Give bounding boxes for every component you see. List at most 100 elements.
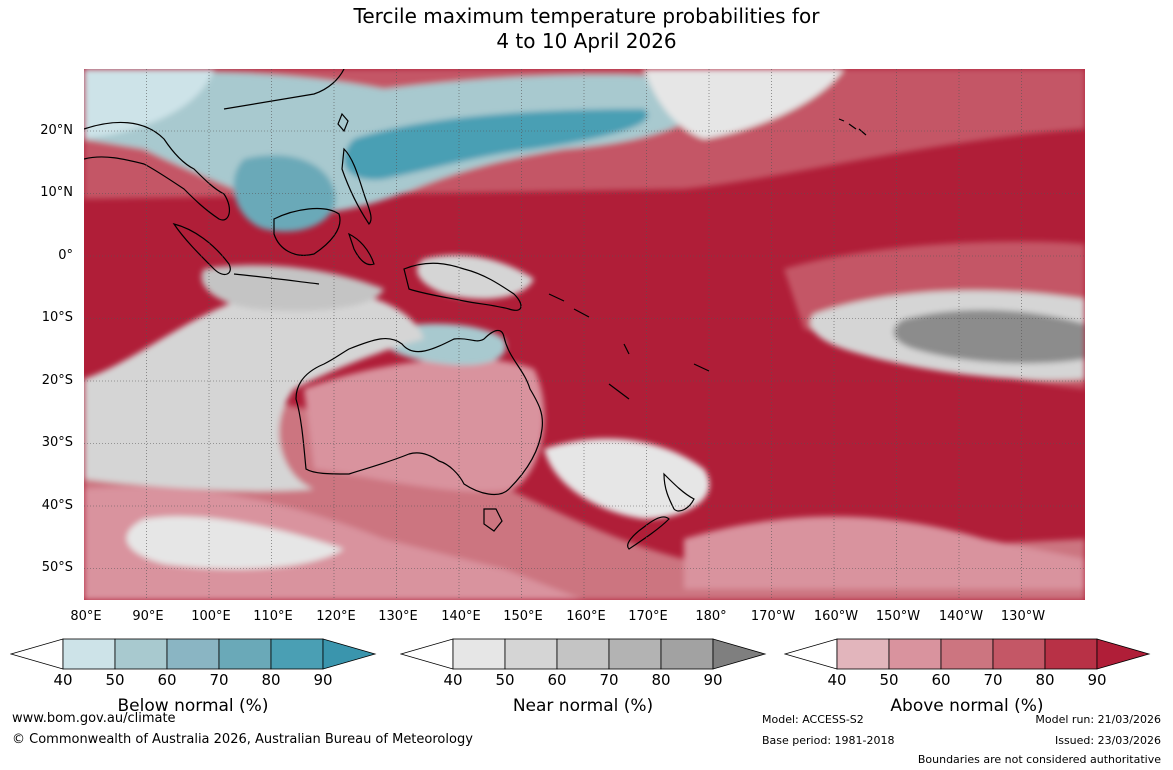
lat-label-50s: 50°S (41, 560, 73, 575)
colorbar-segment (992, 638, 1046, 670)
colorbar-near-normal (400, 638, 767, 670)
colorbar-segment (504, 638, 558, 670)
lon-label: 150°W (875, 609, 921, 624)
cb-above-tick-80: 80 (1035, 671, 1055, 689)
cb-below-tick-80: 80 (261, 671, 281, 689)
near-normal-north-pacific (644, 69, 844, 139)
map-title: Tercile maximum temperature probabilitie… (0, 4, 1173, 54)
colorbar-segment (270, 638, 324, 670)
colorbar-right-extend (322, 638, 377, 670)
australia-coast (295, 329, 544, 496)
probability-map (84, 69, 1085, 600)
title-line-1: Tercile maximum temperature probabilitie… (353, 4, 820, 28)
colorbar-segment (888, 638, 942, 670)
copyright: © Commonwealth of Australia 2026, Austra… (12, 732, 473, 747)
cb-near-tick-80: 80 (651, 671, 671, 689)
hawaii-coast (838, 118, 867, 136)
base-period: Base period: 1981-2018 (762, 734, 895, 747)
lon-label: 110°E (253, 609, 293, 624)
cb-above-tick-40: 40 (827, 671, 847, 689)
colorbar-segment (660, 638, 714, 670)
below-normal-nw-corner (84, 69, 214, 139)
java-coast (233, 273, 320, 285)
lon-label: 150°E (503, 609, 543, 624)
new-guinea-coast (403, 262, 522, 311)
colorbar-above-normal (784, 638, 1151, 670)
colorbar-segment (836, 638, 890, 670)
cb-near-tick-50: 50 (495, 671, 515, 689)
lat-label-40s: 40°S (41, 498, 73, 513)
boundary-disclaimer: Boundaries are not considered authoritat… (917, 753, 1161, 766)
cb-below-tick-70: 70 (209, 671, 229, 689)
lon-label: 90°E (132, 609, 164, 624)
bom-url[interactable]: www.bom.gov.au/climate (12, 711, 176, 726)
south-china-coast (223, 69, 345, 110)
colorbar-segment (452, 638, 506, 670)
lon-label: 120°E (316, 609, 356, 624)
cb-near-tick-70: 70 (599, 671, 619, 689)
above-normal-label: Above normal (%) (890, 696, 1044, 716)
model-run: Model run: 21/03/2026 (1035, 713, 1161, 726)
cb-above-tick-60: 60 (931, 671, 951, 689)
cb-above-tick-90: 90 (1087, 671, 1107, 689)
lon-label: 140°W (938, 609, 984, 624)
lat-label-20s: 20°S (41, 373, 73, 388)
lat-label-20n: 20°N (40, 123, 73, 138)
colorbar-segment (556, 638, 610, 670)
cb-below-tick-60: 60 (157, 671, 177, 689)
lat-label-0: 0° (58, 248, 73, 263)
lon-label: 140°E (441, 609, 481, 624)
cb-near-tick-60: 60 (547, 671, 567, 689)
colorbar-segment (608, 638, 662, 670)
sulawesi-coast (347, 232, 375, 266)
colorbar-segment (62, 638, 116, 670)
colorbar-right-extend (712, 638, 767, 670)
lon-label: 100°E (191, 609, 231, 624)
near-normal-maritime (201, 265, 384, 311)
colorbar-left-extend (10, 638, 64, 670)
colorbar-left-extend (400, 638, 454, 670)
cb-near-tick-90: 90 (703, 671, 723, 689)
cb-below-tick-50: 50 (105, 671, 125, 689)
lon-label: 170°E (628, 609, 668, 624)
lon-label: 180° (695, 609, 727, 624)
below-normal-label: Below normal (%) (117, 696, 269, 716)
nz-south-coast (627, 516, 670, 550)
lat-label-10n: 10°N (40, 185, 73, 200)
fiji-coast (693, 363, 710, 372)
above-light-se-band (684, 516, 1085, 589)
colorbar-segment (940, 638, 994, 670)
lon-label: 130°E (378, 609, 418, 624)
colorbar-segment (218, 638, 272, 670)
near-normal-label: Near normal (%) (512, 696, 654, 716)
near-normal-tasman (544, 438, 710, 519)
below-normal-north-core (344, 109, 648, 180)
mainland-asia-coast (84, 121, 231, 221)
lon-label: 80°E (70, 609, 102, 624)
sumatra-coast (172, 223, 231, 276)
model-name: Model: ACCESS-S2 (762, 713, 864, 726)
cb-above-tick-50: 50 (879, 671, 899, 689)
colorbar-left-extend (784, 638, 838, 670)
lon-label: 160°W (813, 609, 859, 624)
lon-label: 170°W (750, 609, 796, 624)
cb-below-tick-40: 40 (53, 671, 73, 689)
above-light-australia (304, 358, 545, 492)
colorbar-segment (1044, 638, 1098, 670)
tasmania-coast (483, 508, 503, 532)
coastlines (84, 69, 867, 550)
lon-label: 130°W (1000, 609, 1046, 624)
borneo-coast (273, 208, 341, 256)
colorbar-right-extend (1096, 638, 1151, 670)
title-line-2: 4 to 10 April 2026 (496, 29, 677, 53)
graticule (84, 69, 1085, 600)
new-caledonia-coast (608, 383, 630, 400)
colorbar-below-normal (10, 638, 377, 670)
cb-above-tick-70: 70 (983, 671, 1003, 689)
near-normal-southern-patches (126, 516, 344, 569)
cb-near-tick-40: 40 (443, 671, 463, 689)
lat-label-10s: 10°S (41, 310, 73, 325)
near-normal-indian-ocean (84, 288, 424, 491)
cb-below-tick-90: 90 (313, 671, 333, 689)
issued-date: Issued: 23/03/2026 (1054, 734, 1161, 747)
